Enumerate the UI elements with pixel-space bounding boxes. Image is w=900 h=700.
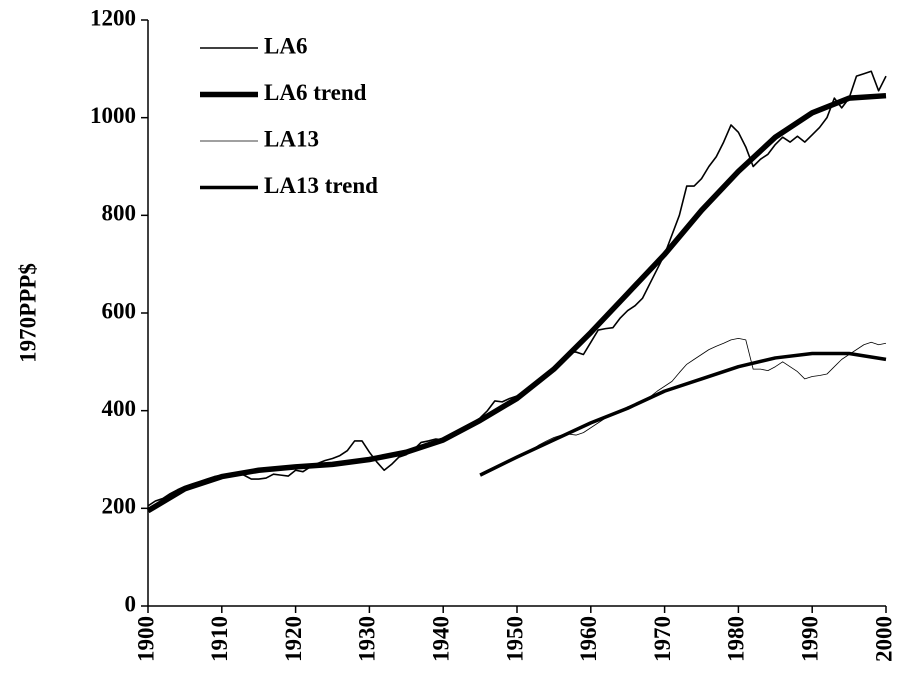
- y-tick-label: 600: [102, 298, 137, 323]
- x-tick-label: 1980: [724, 616, 749, 662]
- y-tick-label: 800: [102, 201, 137, 226]
- y-tick-label: 200: [102, 494, 137, 519]
- legend-label: LA6 trend: [264, 80, 367, 105]
- y-tick-label: 1000: [90, 103, 136, 128]
- x-tick-label: 1960: [576, 616, 601, 662]
- y-tick-label: 1200: [90, 5, 136, 30]
- x-tick-label: 1950: [502, 616, 527, 662]
- legend-label: LA13: [264, 126, 319, 151]
- x-tick-label: 1920: [281, 616, 306, 662]
- x-tick-label: 1970: [650, 616, 675, 662]
- x-tick-label: 1930: [355, 616, 380, 662]
- x-tick-label: 1940: [428, 616, 453, 662]
- series-line: [479, 337, 887, 475]
- series-line: [146, 92, 887, 514]
- x-tick-label: 1910: [207, 616, 232, 662]
- series-line: [479, 351, 887, 477]
- y-axis-label: 1970PPP$: [15, 263, 40, 363]
- legend-label: LA13 trend: [264, 173, 378, 198]
- y-tick-label: 0: [125, 591, 137, 616]
- x-tick-label: 1990: [797, 616, 822, 662]
- x-tick-label: 2000: [871, 616, 896, 662]
- x-tick-label: 1900: [133, 616, 158, 662]
- y-tick-label: 400: [102, 396, 137, 421]
- legend-label: LA6: [264, 33, 307, 58]
